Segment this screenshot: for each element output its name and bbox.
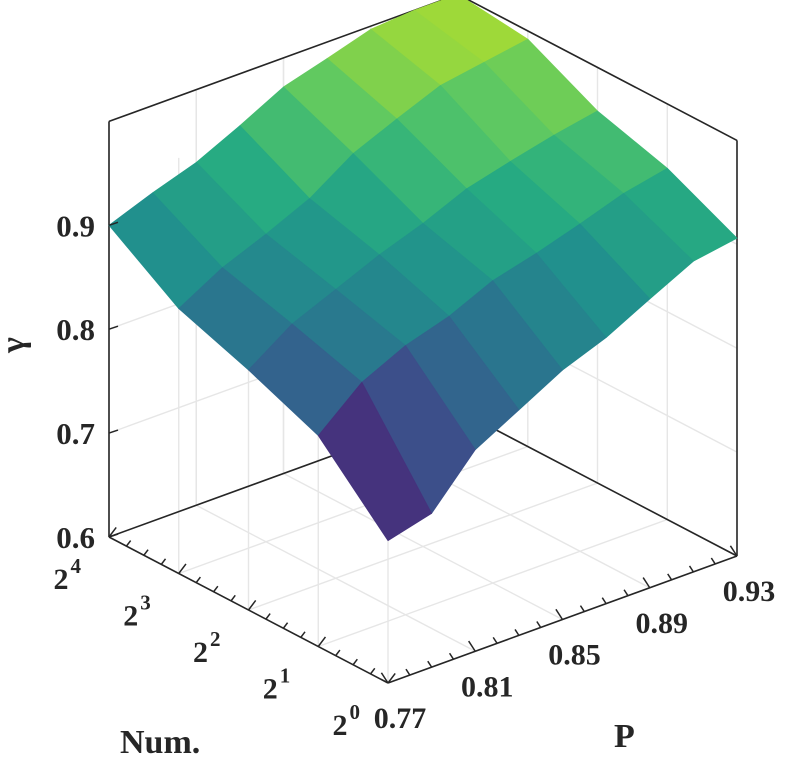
x-tick-mark xyxy=(710,557,716,565)
x-axis-label: P xyxy=(614,718,635,755)
x-tick-mark xyxy=(667,573,673,581)
z-axis-label: γ xyxy=(0,337,32,354)
y-tick-mark xyxy=(195,576,201,584)
y-tick-mark xyxy=(125,540,132,547)
x-tick-label: 0.81 xyxy=(461,670,514,703)
y-tick-mark xyxy=(213,585,219,593)
z-tick-label: 0.6 xyxy=(56,520,95,555)
tick-marks xyxy=(108,221,738,684)
y-tick-mark xyxy=(247,599,257,611)
z-tick-mark xyxy=(108,429,119,434)
x-tick-mark xyxy=(555,608,564,620)
y-tick-mark xyxy=(300,631,306,638)
y-tick-label: 23 xyxy=(123,591,151,633)
x-tick-mark xyxy=(642,577,651,589)
x-tick-mark xyxy=(448,652,455,660)
z-tick-mark xyxy=(108,221,119,227)
y-tick-label: 22 xyxy=(193,627,221,669)
axis-line xyxy=(457,409,738,557)
y-tick-mark xyxy=(160,558,167,565)
x-tick-mark xyxy=(729,545,738,557)
x-tick-mark xyxy=(380,672,389,684)
x-tick-mark xyxy=(468,640,476,652)
z-tick-label: 0.7 xyxy=(56,416,95,451)
y-tick-mark xyxy=(178,563,187,574)
y-tick-mark xyxy=(352,658,358,666)
x-tick-mark xyxy=(492,636,498,644)
x-tick-mark xyxy=(427,660,433,668)
surface xyxy=(108,0,738,542)
y-tick-mark xyxy=(108,526,117,538)
axis-line xyxy=(466,0,738,142)
y-tick-label: 21 xyxy=(263,664,291,706)
y-tick-mark xyxy=(143,549,149,556)
x-tick-mark xyxy=(623,589,629,597)
y-tick-mark xyxy=(369,667,376,675)
z-tick-mark xyxy=(108,533,119,538)
x-tick-mark xyxy=(688,565,695,573)
y-axis-label: Num. xyxy=(120,724,200,758)
z-tick-label: 0.9 xyxy=(56,208,95,243)
x-tick-mark xyxy=(579,605,585,612)
x-tick-mark xyxy=(601,597,607,605)
z-tick-mark xyxy=(108,325,119,330)
tick-labels: 0.6 0.7 0.8 0.9 0.77 0.81 0.85 0.89 0.93 20 21 22 23… xyxy=(54,208,776,742)
x-tick-mark xyxy=(405,668,411,676)
x-tick-mark xyxy=(514,629,520,636)
y-tick-label: 20 xyxy=(333,700,361,742)
x-tick-mark xyxy=(536,621,542,628)
z-tick-label: 0.8 xyxy=(56,312,95,347)
x-tick-label: 0.89 xyxy=(636,607,689,640)
y-tick-mark xyxy=(387,672,396,684)
y-tick-mark xyxy=(335,649,341,657)
x-tick-label: 0.85 xyxy=(548,639,601,672)
y-tick-mark xyxy=(317,636,327,647)
y-tick-mark xyxy=(230,594,236,602)
y-tick-mark xyxy=(265,613,271,620)
axis-line xyxy=(108,0,445,123)
y-tick-mark xyxy=(282,622,289,629)
y-tick-label: 24 xyxy=(54,554,82,596)
surface-patch xyxy=(317,381,433,542)
x-tick-label: 0.77 xyxy=(374,702,427,735)
x-tick-label: 0.93 xyxy=(723,575,776,608)
